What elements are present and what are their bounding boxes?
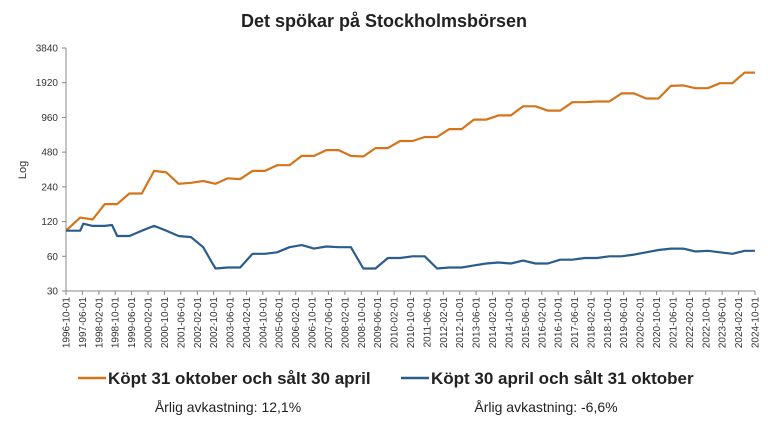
x-tick-label: 2016-02-01 (537, 297, 548, 349)
x-tick-label: 2022-02-01 (685, 297, 696, 349)
x-tick-label: 2009-06-01 (373, 297, 384, 349)
x-tick-label: 2004-02-01 (242, 297, 253, 349)
legend-label: Köpt 31 oktober och sålt 30 april (108, 369, 371, 388)
x-tick-label: 2017-06-01 (570, 297, 581, 349)
series-buy-october-line (65, 71, 755, 232)
x-tick-label: 2020-02-01 (636, 297, 647, 349)
x-tick-label: 2014-10-01 (504, 297, 515, 349)
plot-area (65, 71, 755, 270)
x-tick-label: 2014-02-01 (488, 297, 499, 349)
y-tick-label: 240 (41, 182, 58, 193)
annual-return-label: Årlig avkastning: 12,1% (155, 399, 301, 415)
x-tick-label: 1999-06-01 (127, 297, 138, 349)
x-tick-label: 2002-10-01 (209, 297, 220, 349)
x-tick-label: 2010-10-01 (406, 297, 417, 349)
x-tick-label: 2002-02-01 (193, 297, 204, 349)
y-tick-label: 3840 (36, 44, 59, 55)
x-tick-label: 2016-10-01 (554, 297, 565, 349)
y-tick-label: 120 (41, 217, 58, 228)
y-tick-label: 1920 (36, 78, 59, 89)
x-tick-label: 2024-02-01 (734, 297, 745, 349)
x-tick-label: 2008-10-01 (357, 297, 368, 349)
legend: Köpt 31 oktober och sålt 30 april Köpt 30… (78, 369, 694, 415)
chart-title: Det spökar på Stockholmsbörsen (241, 11, 527, 31)
x-tick-label: 2004-10-01 (258, 297, 269, 349)
x-tick-label: 2023-06-01 (718, 297, 729, 349)
x-tick-label: 2022-10-01 (701, 297, 712, 349)
y-axis-label: Log (17, 161, 29, 179)
series-buy-april-line (66, 222, 755, 270)
x-tick-label: 2012-10-01 (455, 297, 466, 349)
x-tick-label: 2000-02-01 (144, 297, 155, 349)
x-tick-label: 2005-06-01 (275, 297, 286, 349)
x-tick-label: 2011-06-01 (422, 297, 433, 348)
x-tick-label: 2006-02-01 (291, 297, 302, 349)
x-tick-label: 2012-02-01 (439, 297, 450, 349)
legend-label: Köpt 30 april och sålt 31 oktober (431, 369, 694, 388)
x-tick-label: 1998-10-01 (111, 297, 122, 349)
x-tick-label: 2008-02-01 (340, 297, 351, 349)
y-tick-label: 960 (41, 113, 58, 124)
x-tick-label: 2021-06-01 (668, 297, 679, 349)
x-tick-label: 2018-10-01 (603, 297, 614, 349)
y-tick-label: 30 (47, 287, 59, 298)
annual-return-label: Årlig avkastning: -6,6% (474, 399, 617, 415)
x-tick-label: 2019-06-01 (619, 297, 630, 349)
x-tick-label: 2018-02-01 (587, 297, 598, 349)
x-tick-label: 2003-06-01 (225, 297, 236, 349)
x-tick-label: 2013-06-01 (472, 297, 483, 349)
y-tick-label: 480 (41, 148, 58, 159)
x-tick-label: 2020-10-01 (652, 297, 663, 349)
x-tick-label: 2007-06-01 (324, 297, 335, 349)
x-tick-label: 2000-10-01 (160, 297, 171, 349)
x-axis: 1996-10-01 1997-06-01 1998-02-01 1998-10-01… (62, 290, 762, 349)
x-tick-label: 2001-06-01 (176, 297, 187, 349)
x-tick-label: 1997-06-01 (78, 297, 89, 349)
y-tick-label: 60 (47, 252, 59, 263)
x-tick-label: 2010-02-01 (390, 297, 401, 349)
x-tick-label: 2024-10-01 (751, 297, 762, 349)
x-tick-label: 1996-10-01 (62, 297, 73, 349)
x-tick-label: 1998-02-01 (94, 297, 105, 349)
x-tick-label: 2015-06-01 (521, 297, 532, 349)
x-tick-label: 2006-10-01 (308, 297, 319, 349)
y-axis: 30 60 120 240 480 960 1920 3840 (36, 44, 67, 298)
